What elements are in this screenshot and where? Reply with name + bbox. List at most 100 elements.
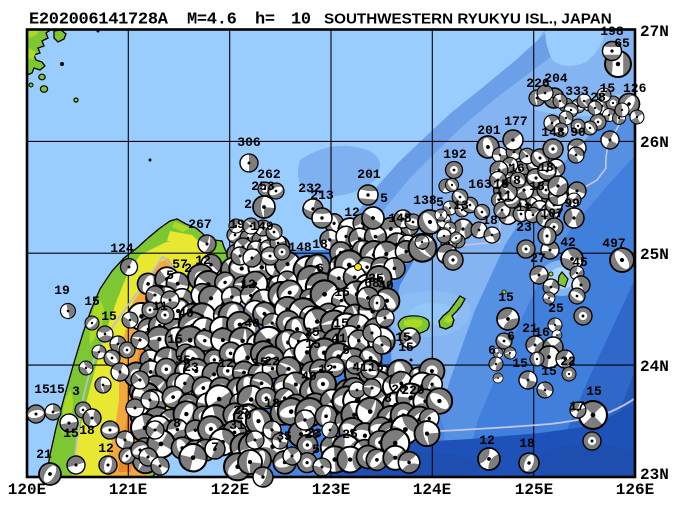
svg-text:13: 13: [453, 198, 469, 213]
svg-text:177: 177: [504, 114, 527, 129]
svg-text:148: 148: [388, 211, 412, 226]
svg-text:148: 148: [541, 125, 565, 140]
svg-text:15 126: 15 126: [600, 81, 647, 96]
svg-text:24N: 24N: [640, 358, 669, 376]
svg-text:12: 12: [195, 253, 211, 268]
svg-text:25: 25: [304, 325, 320, 340]
svg-text:11: 11: [516, 200, 532, 215]
svg-text:27: 27: [530, 251, 546, 266]
svg-text:6: 6: [507, 329, 515, 344]
svg-text:25: 25: [342, 427, 358, 442]
svg-text:23N: 23N: [640, 466, 669, 484]
svg-text:65: 65: [614, 36, 630, 51]
svg-text:19: 19: [229, 217, 245, 232]
svg-text:45: 45: [572, 255, 588, 270]
svg-text:5: 5: [436, 195, 444, 210]
svg-text:12: 12: [318, 362, 334, 377]
svg-text:19: 19: [54, 283, 70, 298]
svg-text:15: 15: [305, 337, 321, 352]
svg-text:126E: 126E: [616, 481, 654, 499]
svg-text:122E: 122E: [211, 481, 249, 499]
svg-text:12: 12: [218, 356, 234, 371]
svg-text:35: 35: [175, 353, 191, 368]
svg-text:226: 226: [526, 76, 550, 91]
svg-text:12: 12: [479, 433, 495, 448]
svg-text:6: 6: [316, 261, 324, 276]
svg-text:41: 41: [331, 331, 347, 346]
svg-text:149: 149: [250, 219, 274, 234]
svg-text:15: 15: [34, 382, 50, 397]
svg-text:15: 15: [49, 382, 65, 397]
svg-text:16: 16: [509, 161, 525, 176]
svg-text:198: 198: [600, 24, 624, 39]
svg-text:11: 11: [496, 189, 512, 204]
svg-text:15: 15: [84, 294, 100, 309]
svg-text:12: 12: [344, 205, 360, 220]
svg-text:220: 220: [401, 383, 425, 398]
svg-text:15: 15: [398, 340, 414, 355]
svg-text:18: 18: [538, 160, 554, 175]
svg-text:35: 35: [276, 429, 292, 444]
svg-text:8: 8: [513, 173, 521, 188]
svg-text:5: 5: [342, 343, 350, 358]
svg-text:123E: 123E: [312, 481, 350, 499]
svg-text:28: 28: [590, 90, 606, 105]
svg-text:3: 3: [72, 384, 80, 399]
svg-text:253: 253: [251, 179, 275, 194]
svg-text:15: 15: [63, 426, 79, 441]
svg-text:26N: 26N: [640, 134, 669, 152]
svg-text:15: 15: [101, 309, 117, 324]
svg-text:18: 18: [482, 213, 498, 228]
svg-text:18: 18: [529, 179, 545, 194]
svg-text:40: 40: [301, 369, 317, 384]
svg-text:15: 15: [498, 290, 514, 305]
svg-text:68: 68: [364, 276, 380, 291]
svg-text:124E: 124E: [413, 481, 451, 499]
svg-text:213: 213: [310, 188, 334, 203]
svg-text:12: 12: [98, 441, 114, 456]
svg-text:15: 15: [167, 332, 183, 347]
svg-text:27N: 27N: [640, 23, 669, 41]
svg-text:22: 22: [264, 354, 280, 369]
svg-text:5: 5: [166, 268, 174, 283]
svg-text:125E: 125E: [515, 481, 553, 499]
svg-text:148: 148: [288, 240, 312, 255]
svg-text:12: 12: [240, 277, 256, 292]
svg-text:20: 20: [236, 408, 252, 423]
svg-text:121E: 121E: [109, 481, 147, 499]
svg-text:333: 333: [565, 84, 589, 99]
svg-text:42: 42: [560, 235, 576, 250]
svg-text:40: 40: [178, 306, 194, 321]
svg-text:25: 25: [548, 301, 564, 316]
svg-text:11: 11: [152, 299, 168, 314]
svg-text:40: 40: [244, 316, 260, 331]
svg-text:21: 21: [36, 447, 52, 462]
svg-text:40: 40: [378, 278, 394, 293]
svg-text:107: 107: [540, 206, 563, 221]
svg-text:138: 138: [413, 193, 437, 208]
svg-text:15: 15: [493, 177, 509, 192]
svg-text:7: 7: [211, 440, 219, 455]
svg-text:57: 57: [172, 257, 188, 272]
svg-text:5: 5: [380, 191, 388, 206]
svg-text:23: 23: [183, 360, 199, 375]
svg-text:18: 18: [79, 423, 95, 438]
svg-text:18: 18: [264, 396, 280, 411]
svg-text:15: 15: [541, 364, 557, 379]
svg-text:15: 15: [368, 360, 384, 375]
svg-text:25N: 25N: [640, 246, 669, 264]
svg-text:22: 22: [560, 354, 576, 369]
svg-text:23: 23: [306, 426, 322, 441]
svg-text:41: 41: [352, 360, 368, 375]
svg-text:18: 18: [519, 436, 535, 451]
svg-text:90: 90: [570, 125, 586, 140]
svg-text:15: 15: [334, 285, 350, 300]
svg-text:18: 18: [312, 237, 328, 252]
svg-text:201: 201: [477, 123, 501, 138]
svg-text:120E: 120E: [8, 481, 46, 499]
svg-text:6: 6: [488, 343, 496, 358]
svg-text:20: 20: [391, 382, 407, 397]
svg-text:15: 15: [586, 384, 602, 399]
svg-text:23: 23: [516, 220, 532, 235]
